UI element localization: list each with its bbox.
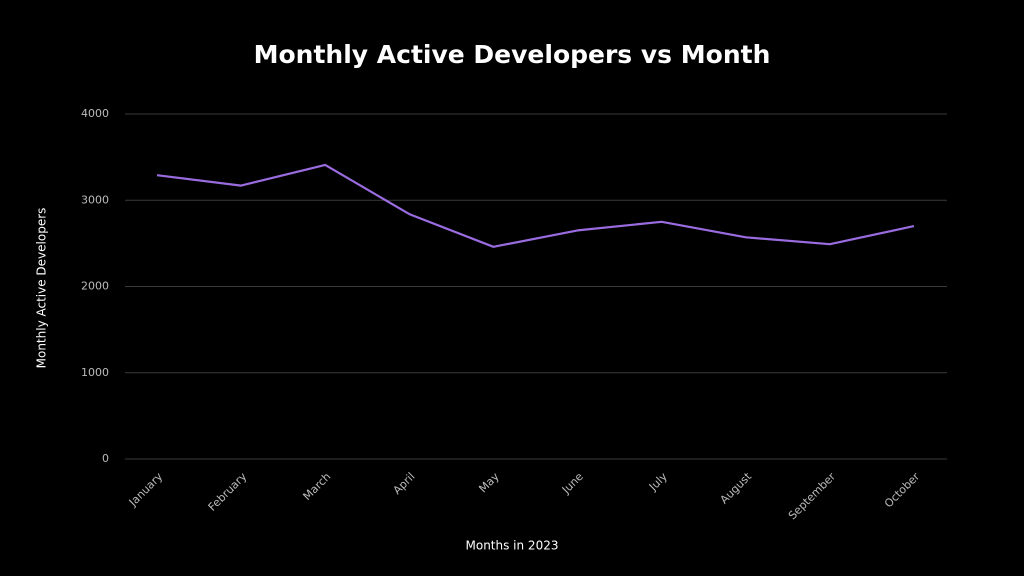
x-tick-label: February [206, 470, 250, 514]
y-tick-label: 2000 [81, 280, 109, 293]
x-axis-title: Months in 2023 [466, 539, 559, 553]
chart-title: Monthly Active Developers vs Month [254, 40, 771, 69]
x-tick-label: March [301, 470, 334, 503]
data-line [156, 163, 915, 248]
x-tick-label: June [559, 470, 586, 497]
y-tick-label: 3000 [81, 193, 109, 206]
x-tick-label: April [391, 470, 418, 497]
x-tick-label: October [882, 470, 923, 511]
x-tick-label: May [476, 470, 502, 496]
x-tick-label: January [126, 470, 166, 510]
x-tick-label: July [646, 470, 670, 494]
y-tick-label: 0 [102, 452, 109, 465]
y-axis-title: Monthly Active Developers [35, 208, 49, 369]
y-tick-label: 4000 [81, 107, 109, 120]
x-tick-label: September [786, 470, 839, 523]
x-tick-label: August [718, 470, 755, 507]
y-tick-label: 1000 [81, 366, 109, 379]
